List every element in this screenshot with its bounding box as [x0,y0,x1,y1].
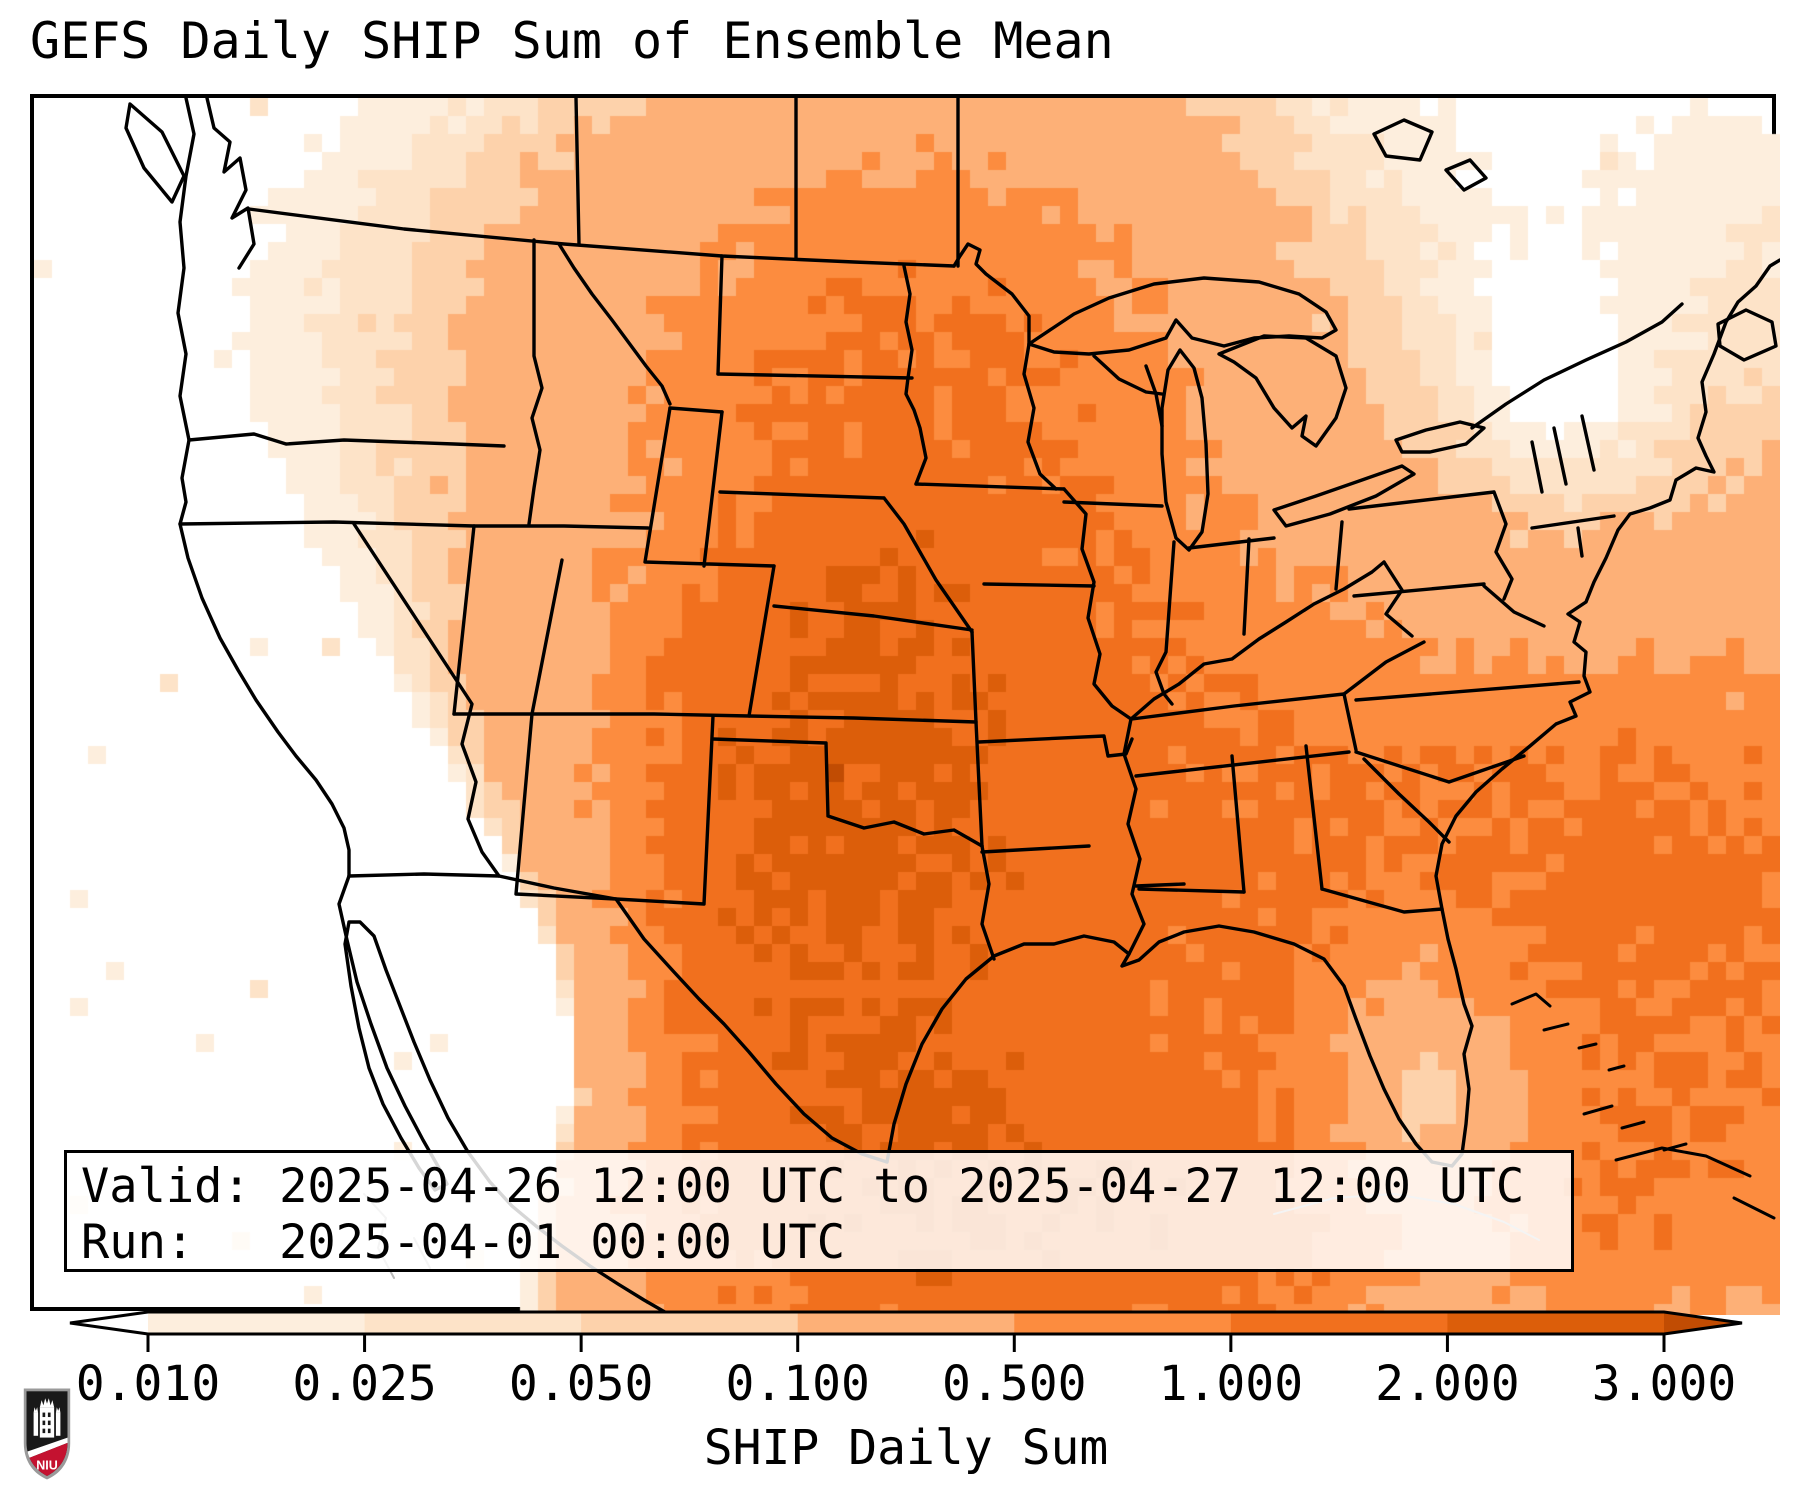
shield-body: NIU [26,1391,68,1476]
colorbar-label: SHIP Daily Sum [703,1420,1109,1476]
run-time-text: Run: 2025-04-01 00:00 UTC [81,1215,846,1270]
colorbar-tick-label: 0.100 [725,1356,870,1412]
ship-heatmap-canvas [34,98,1780,1315]
colorbar-tick-label: 0.025 [292,1356,437,1412]
state-borders [178,238,1616,961]
map-frame: Valid: 2025-04-26 12:00 UTC to 2025-04-2… [30,94,1780,1315]
page-title: GEFS Daily SHIP Sum of Ensemble Mean [30,12,1114,70]
colorbar-over-arrow [1664,1312,1742,1334]
colorbar-segment [364,1312,582,1334]
coastlines [124,98,1780,1315]
colorbar-segment [581,1312,799,1334]
map-borders [124,98,1780,1315]
colorbar [69,1310,1743,1352]
colorbar-tick-label: 0.010 [75,1356,221,1412]
colorbar-tick-label: 0.500 [942,1356,1087,1412]
shield-stripe [26,1437,68,1459]
colorbar-segment [148,1312,366,1334]
colorbar-tick-label: 2.000 [1375,1356,1520,1412]
colorbar-segment [1014,1312,1232,1334]
canada-borders [247,98,1778,430]
colorbar-segment [1447,1312,1665,1334]
castle-windows [42,1412,51,1434]
info-box: Valid: 2025-04-26 12:00 UTC to 2025-04-2… [64,1150,1574,1272]
colorbar-tick-label: 1.000 [1158,1356,1304,1412]
colorbar-tick-label: 0.050 [508,1356,654,1412]
niu-logo: NIU [23,1388,71,1480]
colorbar-segment [797,1312,1015,1334]
shield-red-band [26,1442,68,1476]
colorbar-tick-label: 3.000 [1591,1356,1737,1412]
valid-time-text: Valid: 2025-04-26 12:00 UTC to 2025-04-2… [81,1159,1525,1214]
colorbar-under-arrow [70,1312,148,1334]
niu-logo-text: NIU [36,1459,58,1473]
great-lakes [1027,276,1486,552]
colorbar-segment [1230,1312,1449,1334]
